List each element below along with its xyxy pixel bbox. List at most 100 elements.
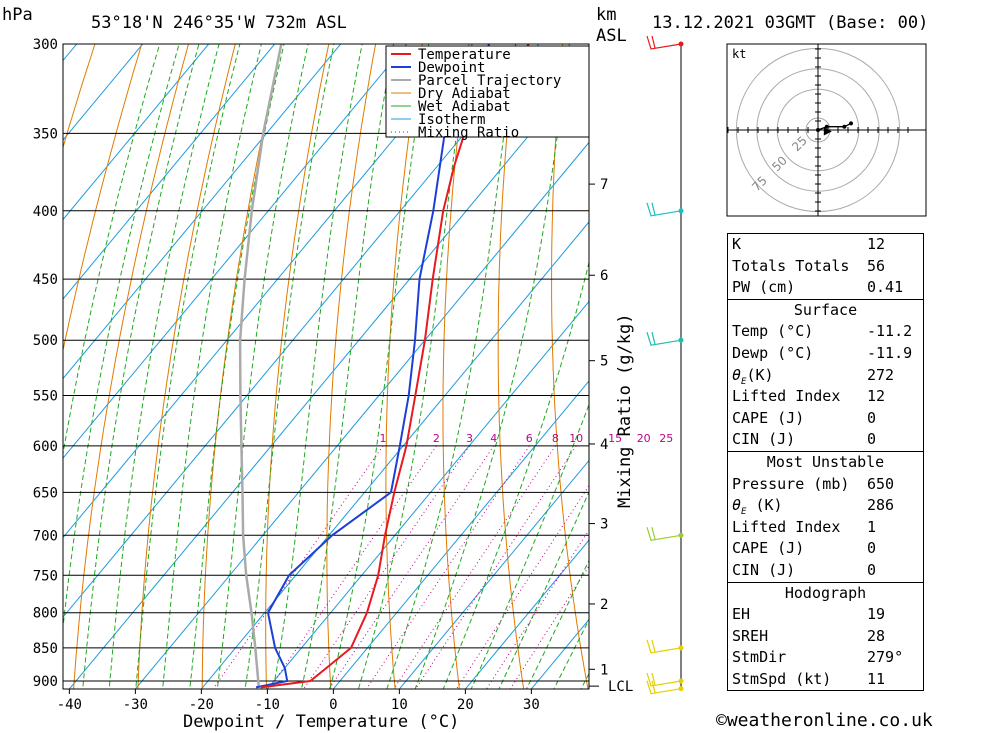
mixing-ratio-line [212, 445, 384, 689]
mu-li-value: 1 [867, 517, 877, 536]
mixing-ratio-label: 1 [380, 432, 387, 445]
wind-barbs [646, 35, 684, 695]
copyright-link[interactable]: ©weatheronline.co.uk [716, 710, 933, 731]
mu-cape-value: 0 [867, 539, 877, 558]
wet-adiabat-line [498, 490, 589, 689]
legend-isotherm: Isotherm [418, 112, 485, 128]
isotherm-line [0, 24, 27, 697]
location-title: 53°18'N 246°35'W 732m ASL [91, 13, 347, 33]
theta-e-symbol: θE [732, 496, 747, 518]
theta-e-symbol: θE [732, 365, 747, 387]
pressure-tick-label: 850 [33, 641, 58, 657]
hodograph-point [849, 121, 853, 126]
isotherm-line [63, 44, 210, 221]
pressure-tick-label: 650 [33, 485, 58, 501]
wet-adiabat-line [189, 44, 285, 689]
mixing-ratio-label: 20 [637, 432, 651, 445]
wet-adiabat-line [300, 44, 395, 689]
wet-adiabat-line [442, 260, 589, 689]
mu-theta-label: (K) [755, 496, 783, 515]
km-tick-label: 1 [600, 662, 608, 678]
km-unit-label: km [596, 5, 616, 25]
hodograph-trace [817, 122, 852, 131]
isotherm-line [134, 141, 589, 689]
temperature-tick-label: -30 [123, 697, 148, 713]
indices-box: K 12 Totals Totals 56 PW (cm) 0.41 [727, 233, 924, 299]
parcel-trajectory-line [238, 44, 283, 688]
dewpoint-line [255, 44, 491, 689]
legend-temperature: Temperature [418, 47, 511, 63]
temperature-tick-label: 20 [457, 697, 474, 713]
temperature-tick-label: -10 [255, 697, 280, 713]
mixing-ratio-label: 8 [552, 432, 559, 445]
wet-adiabat-line [82, 44, 200, 689]
profile-lines [238, 44, 530, 689]
stmspd-value: 11 [867, 669, 886, 688]
wet-adiabat-line [329, 44, 430, 689]
dry-adiabat-line [0, 34, 5, 697]
tt-label: Totals Totals [732, 256, 850, 275]
mixing-ratio-label: 6 [526, 432, 533, 445]
surface-dewp-value: -11.9 [867, 343, 913, 362]
stmspd-row: StmSpd (kt) 11 [728, 669, 923, 691]
mu-cape-label: CAPE (J) [732, 539, 805, 558]
km-tick-label: 3 [600, 517, 608, 533]
surface-temp-row: Temp (°C) -11.2 [728, 321, 923, 343]
mu-cin-row: CIN (J) 0 [728, 560, 923, 582]
wind-barb [646, 527, 682, 541]
mixing-ratio-line [509, 565, 589, 689]
surface-cape-row: CAPE (J) 0 [728, 408, 923, 430]
mixing-ratio-label: 10 [569, 432, 583, 445]
mu-cape-row: CAPE (J) 0 [728, 538, 923, 560]
wind-barb-feather [651, 332, 656, 345]
wet-adiabat-line [244, 44, 335, 689]
hodograph-point [824, 124, 829, 129]
sreh-row: SREH 28 [728, 626, 923, 648]
most-unstable-box: Most Unstable Pressure (mb) 650 θE (K) 286… [727, 450, 924, 582]
isotherm-line [332, 380, 589, 689]
mu-cin-value: 0 [867, 560, 877, 579]
temperature-tick-label: -40 [57, 697, 82, 713]
pressure-tick-label: 600 [33, 439, 58, 455]
most-unstable-title: Most Unstable [766, 452, 885, 471]
surface-cin-value: 0 [867, 430, 877, 449]
sreh-label: SREH [732, 626, 769, 645]
km-tick-label: 6 [600, 268, 608, 284]
km-tick-label: 5 [600, 354, 608, 370]
km-tick-label: 7 [600, 177, 608, 193]
asl-unit-label: ASL [596, 26, 627, 46]
mu-li-row: Lifted Index 1 [728, 517, 923, 539]
wind-barb [646, 202, 682, 217]
wind-barb [646, 639, 682, 654]
isotherm-line [63, 44, 408, 459]
dry-adiabat-line [983, 34, 1000, 697]
mu-li-label: Lifted Index [732, 517, 841, 536]
mixing-ratio-line [455, 484, 589, 689]
mu-pressure-value: 650 [867, 474, 895, 493]
wind-barb-feather [651, 680, 656, 693]
mu-theta-row: θE (K) 286 [728, 495, 923, 517]
mu-pressure-row: Pressure (mb) 650 [728, 474, 923, 496]
tt-value: 56 [867, 256, 886, 275]
eh-value: 19 [867, 605, 886, 624]
mixing-ratio-label: 3 [466, 432, 473, 445]
surface-theta-row: θE(K) 272 [728, 365, 923, 387]
surface-li-row: Lifted Index 12 [728, 386, 923, 408]
totals-totals-row: Totals Totals 56 [728, 256, 923, 278]
surface-title: Surface [793, 300, 858, 319]
mixing-ratio-label: 25 [659, 432, 673, 445]
sreh-value: 28 [867, 626, 886, 645]
pressure-tick-label: 800 [33, 606, 58, 622]
surface-li-value: 12 [867, 387, 886, 406]
mixing-ratio-line [268, 445, 437, 689]
mixing-ratio-line [414, 445, 577, 689]
wind-barb-feather [651, 202, 656, 215]
k-label: K [732, 235, 742, 253]
pw-row: PW (cm) 0.41 [728, 277, 923, 299]
temperature-tick-label: 0 [329, 697, 337, 713]
hodograph-unit: kt [732, 47, 746, 61]
wind-barb [646, 35, 682, 50]
isotherm-line [63, 44, 276, 300]
mu-cin-label: CIN (J) [732, 560, 796, 579]
